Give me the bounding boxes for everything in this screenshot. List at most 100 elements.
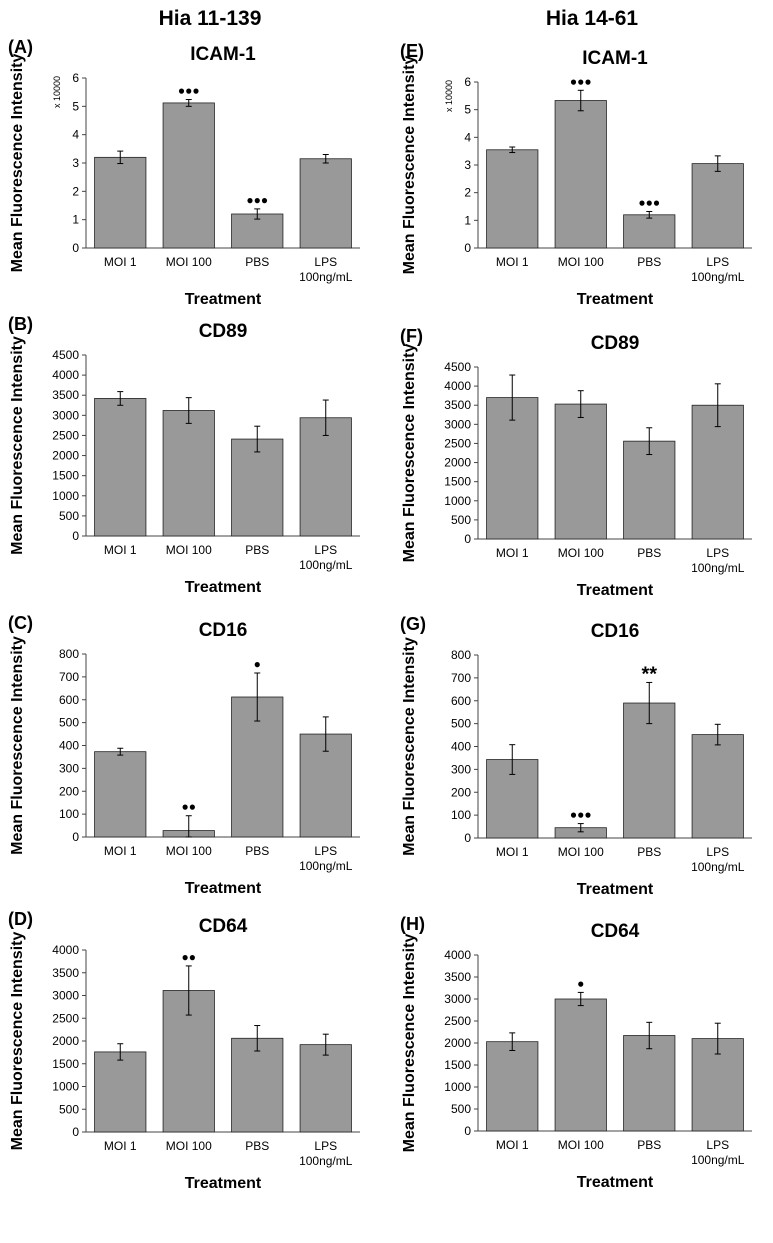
bar xyxy=(623,440,676,540)
significance-marker: ● xyxy=(254,657,261,671)
chart-panel-f: (F) CD89 Mean Fluorescence Intensity 0 500 10… xyxy=(400,326,752,599)
x-tick-label: PBS xyxy=(637,1138,661,1152)
y-tick-label: 500 xyxy=(451,1102,471,1116)
panel-title: CD89 xyxy=(591,333,640,354)
axis-multiplier: x 10000 xyxy=(52,76,62,108)
significance-marker: ●● xyxy=(182,950,197,964)
x-tick-label: MOI 1 xyxy=(104,1139,137,1153)
x-tick-label: MOI 1 xyxy=(496,845,529,859)
significance-marker: ●●● xyxy=(570,74,592,88)
x-tick-label: PBS xyxy=(637,546,661,560)
y-tick-label: 2500 xyxy=(52,1011,79,1025)
bar xyxy=(486,1041,539,1132)
panel-title: ICAM-1 xyxy=(582,48,648,69)
column-title-left: Hia 11-139 xyxy=(159,7,262,30)
x-tick-label: PBS xyxy=(245,844,269,858)
y-tick-label: 100 xyxy=(59,807,79,821)
y-tick-label: 3000 xyxy=(444,992,471,1006)
y-tick-label: 2 xyxy=(464,186,471,200)
y-tick-label: 2000 xyxy=(444,1036,471,1050)
panel-title: CD16 xyxy=(199,620,248,641)
x-tick-label: MOI 100 xyxy=(558,845,604,859)
x-tick-label: MOI 1 xyxy=(104,543,137,557)
panel-letter: (A) xyxy=(8,37,33,57)
x-tick-label: MOI 100 xyxy=(166,543,212,557)
bar xyxy=(554,100,607,249)
bar xyxy=(486,149,539,249)
chart-panel-c: (C) CD16 Mean Fluorescence Intensity 0 100 20… xyxy=(8,613,360,897)
y-tick-label: 1000 xyxy=(52,489,79,503)
significance-marker: ●●● xyxy=(570,808,592,822)
y-tick-label: 500 xyxy=(59,509,79,523)
x-axis-label: Treatment xyxy=(185,291,262,308)
y-tick-label: 3000 xyxy=(444,417,471,431)
bar xyxy=(299,417,352,537)
x-axis-label: Treatment xyxy=(185,880,262,897)
y-tick-label: 0 xyxy=(464,241,471,255)
panel-title: ICAM-1 xyxy=(190,44,256,65)
x-axis-label: Treatment xyxy=(577,582,654,599)
y-axis-label: Mean Fluorescence Intensity xyxy=(9,636,26,855)
chart-panel-d: (D) CD64 Mean Fluorescence Intensity 0 500 10… xyxy=(8,909,360,1192)
y-tick-label: 800 xyxy=(59,647,79,661)
chart-panel-a: (A) ICAM-1 Mean Fluorescence Intensity x 10… xyxy=(8,37,360,308)
y-tick-label: 1 xyxy=(72,213,79,227)
y-tick-label: 200 xyxy=(451,785,471,799)
y-tick-label: 500 xyxy=(451,513,471,527)
bar xyxy=(691,163,744,249)
y-tick-label: 5 xyxy=(72,99,79,113)
y-tick-label: 1 xyxy=(464,213,471,227)
y-tick-label: 400 xyxy=(59,739,79,753)
x-tick-label: MOI 1 xyxy=(496,255,529,269)
y-tick-label: 6 xyxy=(464,75,471,89)
y-axis-label: Mean Fluorescence Intensity xyxy=(401,56,418,275)
x-tick-label: PBS xyxy=(245,543,269,557)
x-tick-label: PBS xyxy=(637,845,661,859)
x-tick-label: MOI 100 xyxy=(166,844,212,858)
panel-letter: (G) xyxy=(400,614,426,634)
x-tick-label: LPS 100ng/mL xyxy=(691,546,745,575)
y-tick-label: 3 xyxy=(72,156,79,170)
x-tick-label: PBS xyxy=(245,1139,269,1153)
panel-title: CD16 xyxy=(591,621,640,642)
chart-panel-g: (G) CD16 Mean Fluorescence Intensity 0 100 20… xyxy=(400,614,752,898)
panel-letter: (D) xyxy=(8,909,33,929)
y-tick-label: 1500 xyxy=(52,469,79,483)
y-tick-label: 4000 xyxy=(52,368,79,382)
y-tick-label: 2500 xyxy=(444,436,471,450)
x-tick-label: MOI 100 xyxy=(166,1139,212,1153)
bar xyxy=(554,998,607,1132)
y-tick-label: 3500 xyxy=(52,388,79,402)
y-tick-label: 0 xyxy=(464,532,471,546)
y-tick-label: 600 xyxy=(451,694,471,708)
y-tick-label: 3000 xyxy=(52,989,79,1003)
x-tick-label: LPS 100ng/mL xyxy=(299,844,353,873)
y-tick-label: 4500 xyxy=(444,360,471,374)
y-tick-label: 1000 xyxy=(444,494,471,508)
bar xyxy=(162,102,215,249)
bar xyxy=(623,1035,676,1132)
axis-multiplier: x 10000 xyxy=(444,80,454,112)
y-tick-label: 400 xyxy=(451,740,471,754)
x-tick-label: MOI 100 xyxy=(558,546,604,560)
y-tick-label: 500 xyxy=(451,717,471,731)
panel-letter: (B) xyxy=(8,314,33,334)
y-tick-label: 600 xyxy=(59,693,79,707)
x-tick-label: LPS 100ng/mL xyxy=(691,255,745,284)
y-tick-label: 1000 xyxy=(444,1080,471,1094)
bar xyxy=(94,751,147,838)
x-axis-label: Treatment xyxy=(577,1174,654,1191)
x-tick-label: MOI 100 xyxy=(558,1138,604,1152)
y-tick-label: 4000 xyxy=(444,948,471,962)
y-axis-label: Mean Fluorescence Intensity xyxy=(401,344,418,563)
chart-panels: (A) ICAM-1 Mean Fluorescence Intensity x 10… xyxy=(8,37,752,1192)
y-tick-label: 0 xyxy=(72,241,79,255)
y-axis-label: Mean Fluorescence Intensity xyxy=(401,934,418,1153)
x-tick-label: MOI 1 xyxy=(104,844,137,858)
y-tick-label: 200 xyxy=(59,784,79,798)
y-tick-label: 2500 xyxy=(444,1014,471,1028)
panel-letter: (E) xyxy=(400,41,424,61)
panel-title: CD64 xyxy=(199,916,248,937)
x-axis-label: Treatment xyxy=(577,291,654,308)
significance-marker: ●● xyxy=(182,800,197,814)
